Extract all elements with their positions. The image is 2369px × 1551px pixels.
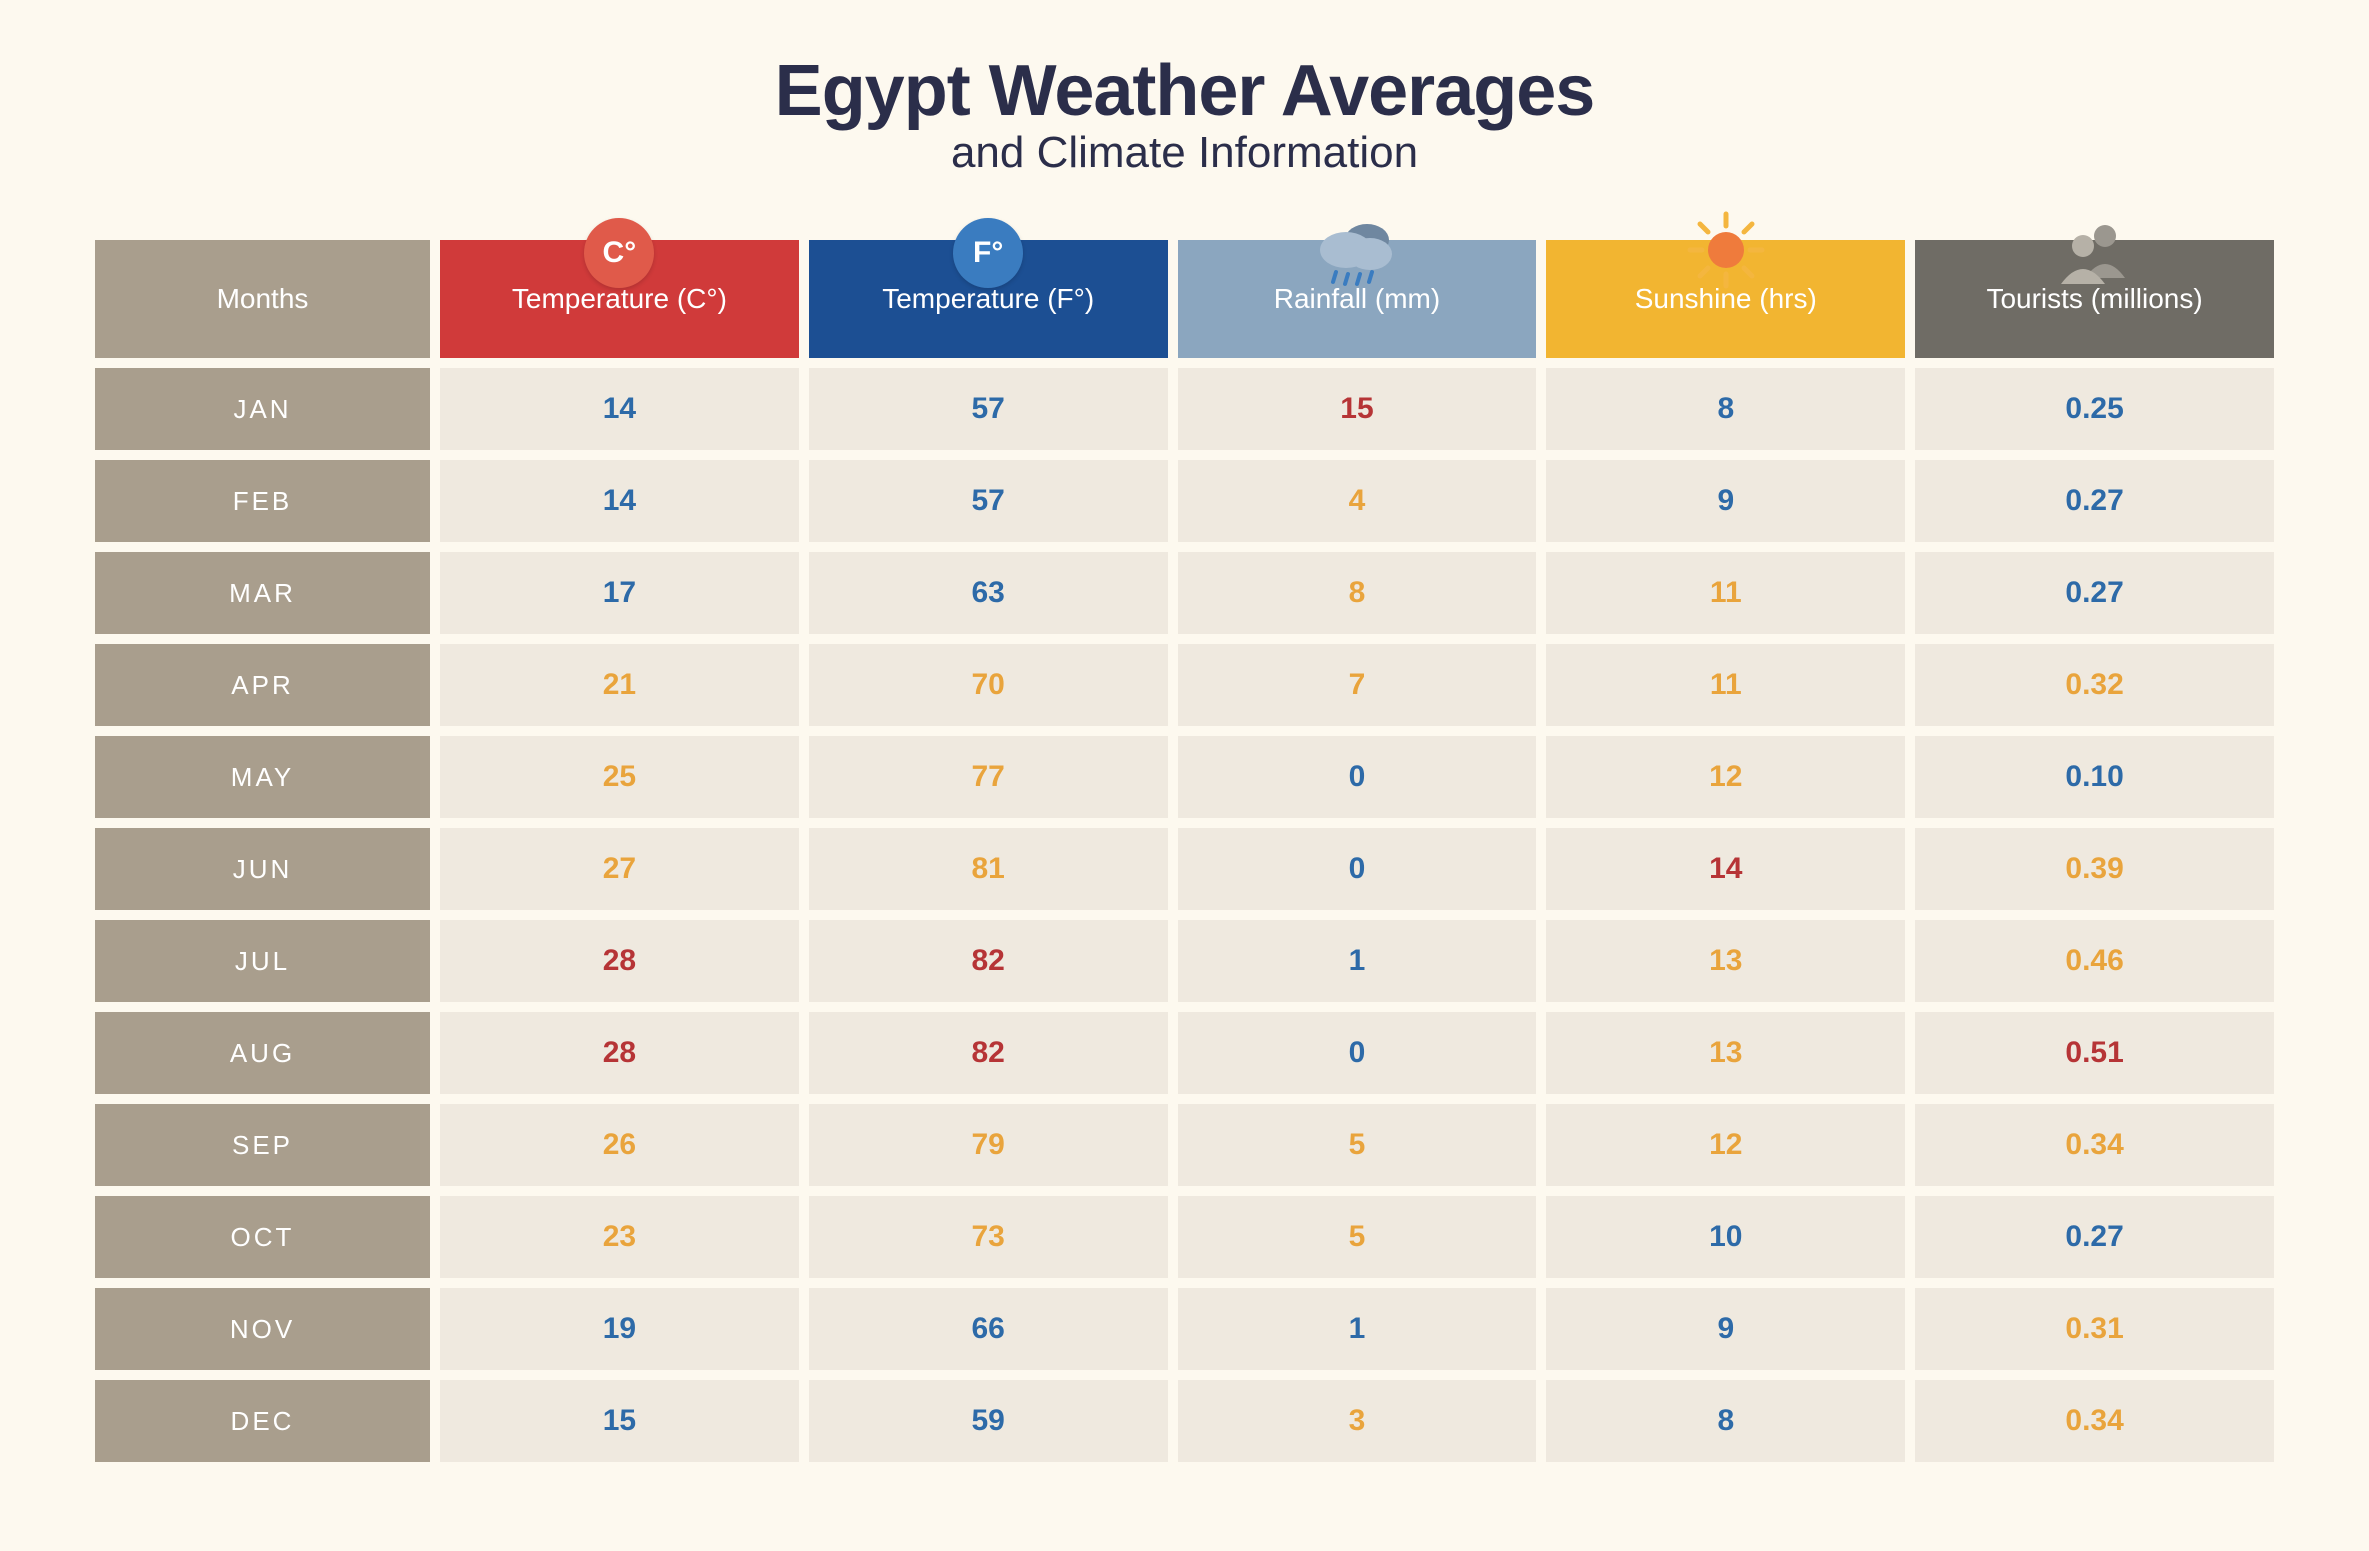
temp-f-cell: 57 bbox=[809, 460, 1168, 542]
rainfall-cell: 0 bbox=[1178, 1012, 1537, 1094]
rainfall-cell: 8 bbox=[1178, 552, 1537, 634]
table-row: FEB1457490.27 bbox=[95, 460, 2274, 542]
weather-table: C° F° bbox=[95, 198, 2274, 1462]
table-row: JAN14571580.25 bbox=[95, 368, 2274, 450]
sunshine-cell: 9 bbox=[1546, 460, 1905, 542]
page-subtitle: and Climate Information bbox=[95, 128, 2274, 178]
temp-c-cell: 25 bbox=[440, 736, 799, 818]
temp-f-cell: 81 bbox=[809, 828, 1168, 910]
temp-c-cell: 19 bbox=[440, 1288, 799, 1370]
tourists-cell: 0.31 bbox=[1915, 1288, 2274, 1370]
sunshine-cell: 13 bbox=[1546, 920, 1905, 1002]
table-body: JAN14571580.25FEB1457490.27MAR17638110.2… bbox=[95, 368, 2274, 1462]
sun-icon bbox=[1686, 210, 1766, 290]
sunshine-cell: 14 bbox=[1546, 828, 1905, 910]
month-cell: DEC bbox=[95, 1380, 430, 1462]
month-cell: OCT bbox=[95, 1196, 430, 1278]
temp-c-cell: 14 bbox=[440, 460, 799, 542]
rainfall-cell: 0 bbox=[1178, 736, 1537, 818]
temp-c-cell: 27 bbox=[440, 828, 799, 910]
tourists-cell: 0.25 bbox=[1915, 368, 2274, 450]
header-icon-row: C° F° bbox=[95, 198, 2274, 268]
table-row: DEC1559380.34 bbox=[95, 1380, 2274, 1462]
sunshine-cell: 8 bbox=[1546, 368, 1905, 450]
month-cell: JAN bbox=[95, 368, 430, 450]
temp-c-cell: 17 bbox=[440, 552, 799, 634]
sunshine-cell: 9 bbox=[1546, 1288, 1905, 1370]
month-cell: MAR bbox=[95, 552, 430, 634]
tourists-cell: 0.10 bbox=[1915, 736, 2274, 818]
tourists-cell: 0.27 bbox=[1915, 552, 2274, 634]
table-row: AUG28820130.51 bbox=[95, 1012, 2274, 1094]
temp-c-cell: 21 bbox=[440, 644, 799, 726]
tourists-cell: 0.34 bbox=[1915, 1104, 2274, 1186]
temp-f-cell: 77 bbox=[809, 736, 1168, 818]
month-cell: SEP bbox=[95, 1104, 430, 1186]
rainfall-cell: 0 bbox=[1178, 828, 1537, 910]
month-cell: FEB bbox=[95, 460, 430, 542]
temp-f-cell: 70 bbox=[809, 644, 1168, 726]
temp-f-cell: 59 bbox=[809, 1380, 1168, 1462]
celsius-badge-icon: C° bbox=[584, 218, 654, 288]
temp-f-cell: 73 bbox=[809, 1196, 1168, 1278]
table-row: SEP26795120.34 bbox=[95, 1104, 2274, 1186]
month-cell: MAY bbox=[95, 736, 430, 818]
table-row: NOV1966190.31 bbox=[95, 1288, 2274, 1370]
temp-c-cell: 15 bbox=[440, 1380, 799, 1462]
tourists-cell: 0.46 bbox=[1915, 920, 2274, 1002]
tourists-cell: 0.51 bbox=[1915, 1012, 2274, 1094]
month-cell: NOV bbox=[95, 1288, 430, 1370]
rainfall-cell: 5 bbox=[1178, 1104, 1537, 1186]
people-icon bbox=[2055, 220, 2135, 290]
temp-c-cell: 14 bbox=[440, 368, 799, 450]
sunshine-cell: 8 bbox=[1546, 1380, 1905, 1462]
table-row: APR21707110.32 bbox=[95, 644, 2274, 726]
temp-f-cell: 82 bbox=[809, 920, 1168, 1002]
temp-f-cell: 63 bbox=[809, 552, 1168, 634]
rainfall-cell: 4 bbox=[1178, 460, 1537, 542]
table-row: JUN27810140.39 bbox=[95, 828, 2274, 910]
fahrenheit-badge-icon: F° bbox=[953, 218, 1023, 288]
tourists-cell: 0.27 bbox=[1915, 1196, 2274, 1278]
tourists-cell: 0.32 bbox=[1915, 644, 2274, 726]
month-cell: JUN bbox=[95, 828, 430, 910]
temp-f-cell: 79 bbox=[809, 1104, 1168, 1186]
table-row: MAY25770120.10 bbox=[95, 736, 2274, 818]
rainfall-cell: 15 bbox=[1178, 368, 1537, 450]
sunshine-cell: 13 bbox=[1546, 1012, 1905, 1094]
temp-c-cell: 26 bbox=[440, 1104, 799, 1186]
temp-c-cell: 23 bbox=[440, 1196, 799, 1278]
sunshine-cell: 11 bbox=[1546, 644, 1905, 726]
month-cell: JUL bbox=[95, 920, 430, 1002]
temp-c-cell: 28 bbox=[440, 920, 799, 1002]
rain-cloud-icon bbox=[1312, 220, 1402, 290]
temp-f-cell: 82 bbox=[809, 1012, 1168, 1094]
tourists-cell: 0.39 bbox=[1915, 828, 2274, 910]
temp-f-cell: 57 bbox=[809, 368, 1168, 450]
page-title: Egypt Weather Averages bbox=[95, 50, 2274, 132]
rainfall-cell: 3 bbox=[1178, 1380, 1537, 1462]
rainfall-cell: 5 bbox=[1178, 1196, 1537, 1278]
sunshine-cell: 12 bbox=[1546, 736, 1905, 818]
tourists-cell: 0.27 bbox=[1915, 460, 2274, 542]
title-block: Egypt Weather Averages and Climate Infor… bbox=[95, 50, 2274, 178]
sunshine-cell: 11 bbox=[1546, 552, 1905, 634]
month-cell: AUG bbox=[95, 1012, 430, 1094]
table-row: OCT23735100.27 bbox=[95, 1196, 2274, 1278]
temp-c-cell: 28 bbox=[440, 1012, 799, 1094]
tourists-cell: 0.34 bbox=[1915, 1380, 2274, 1462]
rainfall-cell: 1 bbox=[1178, 920, 1537, 1002]
month-cell: APR bbox=[95, 644, 430, 726]
sunshine-cell: 12 bbox=[1546, 1104, 1905, 1186]
table-row: MAR17638110.27 bbox=[95, 552, 2274, 634]
rainfall-cell: 7 bbox=[1178, 644, 1537, 726]
sunshine-cell: 10 bbox=[1546, 1196, 1905, 1278]
temp-f-cell: 66 bbox=[809, 1288, 1168, 1370]
rainfall-cell: 1 bbox=[1178, 1288, 1537, 1370]
table-row: JUL28821130.46 bbox=[95, 920, 2274, 1002]
